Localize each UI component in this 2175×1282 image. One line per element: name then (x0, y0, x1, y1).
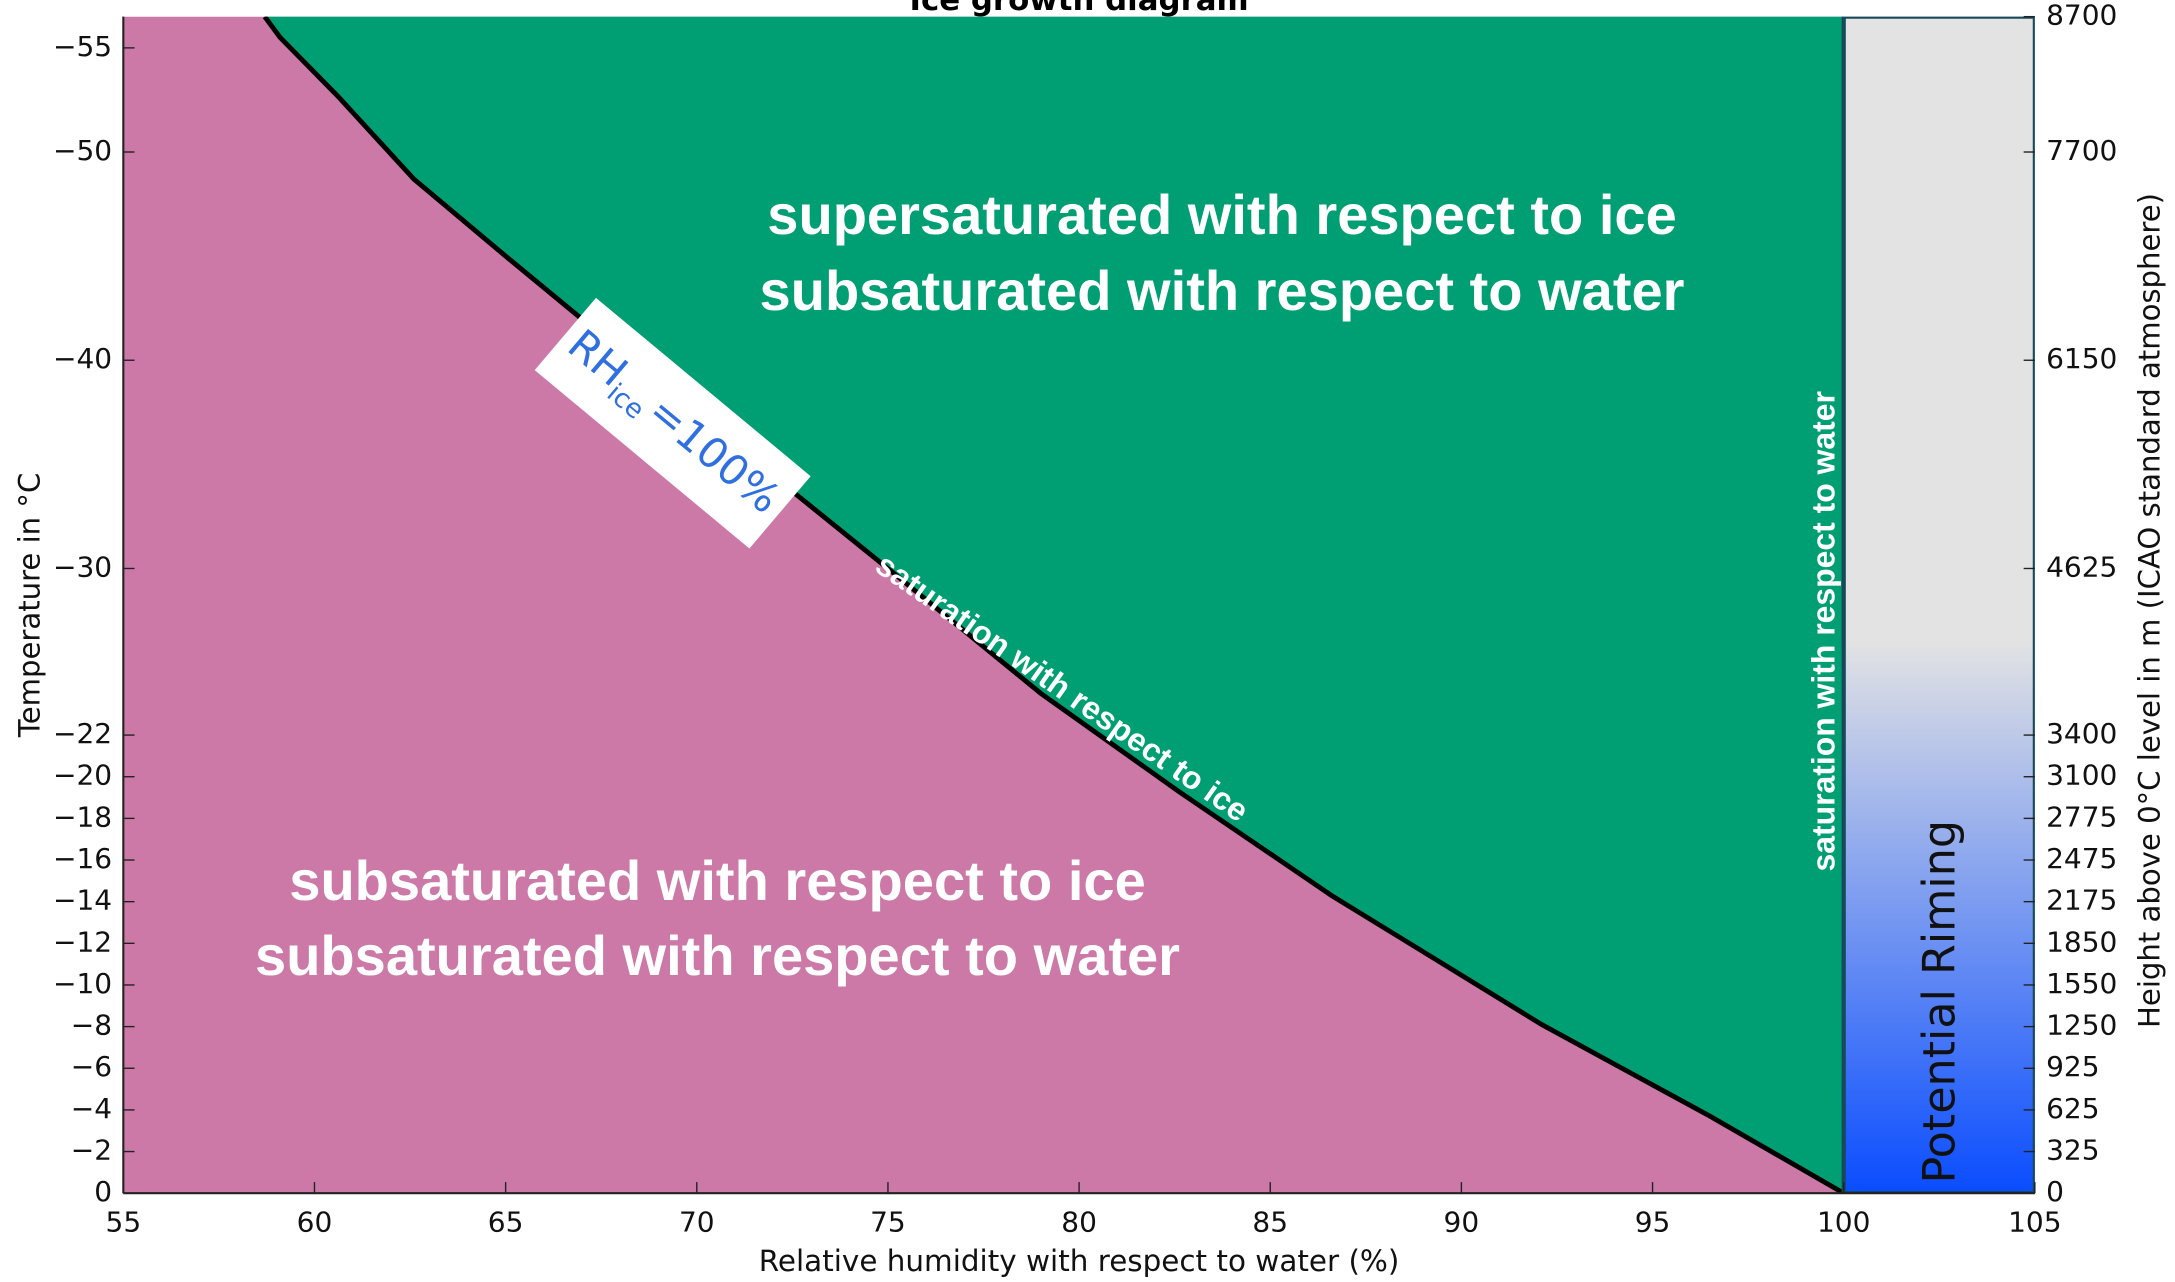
y2-tick-label: 625 (2046, 1092, 2099, 1125)
y2-tick-label: 6150 (2046, 342, 2117, 375)
riming-bar (1841, 16, 2035, 1194)
y2-tick-label: 1550 (2046, 967, 2117, 1000)
x-tick-label: 60 (297, 1206, 333, 1239)
y-tick-label: −22 (53, 717, 112, 750)
x-axis-label: Relative humidity with respect to water … (759, 1244, 1400, 1278)
x-tick-label: 80 (1061, 1206, 1097, 1239)
y-tick-label: −55 (53, 30, 112, 63)
y-tick-label: −2 (71, 1134, 112, 1167)
y-tick-label: −10 (53, 967, 112, 1000)
x-tick-label: 105 (2008, 1206, 2061, 1239)
region-label: subsaturated with respect to ice (289, 850, 1145, 912)
y2-tick-label: 1850 (2046, 925, 2117, 958)
y-tick-label: −20 (53, 759, 112, 792)
y-tick-label: −30 (53, 551, 112, 584)
y-tick-label: −4 (71, 1092, 112, 1125)
x-tick-label: 70 (679, 1206, 715, 1239)
x-tick-label: 85 (1252, 1206, 1288, 1239)
y-tick-label: −8 (71, 1009, 112, 1042)
region-label: supersaturated with respect to ice (767, 184, 1676, 246)
chart-title: Ice growth diagram (910, 0, 1249, 18)
riming-label: Potential Riming (1913, 820, 1965, 1184)
y-tick-label: −12 (53, 925, 112, 958)
y2-tick-label: 3400 (2046, 717, 2117, 750)
above-region (264, 16, 1844, 1194)
y-tick-label: −18 (53, 800, 112, 833)
x-tick-label: 75 (870, 1206, 906, 1239)
y2-tick-label: 4625 (2046, 551, 2117, 584)
y2-tick-label: 1250 (2046, 1009, 2117, 1042)
y-tick-label: 0 (94, 1175, 112, 1208)
y2-tick-label: 925 (2046, 1050, 2099, 1083)
region-label: subsaturated with respect to water (255, 925, 1180, 987)
y-tick-label: −14 (53, 884, 112, 917)
x-tick-label: 65 (488, 1206, 524, 1239)
y2-tick-label: 7700 (2046, 134, 2117, 167)
y2-tick-label: 3100 (2046, 759, 2117, 792)
y-tick-label: −40 (53, 342, 112, 375)
y2-tick-label: 8700 (2046, 0, 2117, 32)
plot-area (123, 16, 2035, 1194)
y-axis-label: Temperature in °C (12, 473, 46, 738)
y2-axis-label: Height above 0°C level in m (ICAO standa… (2133, 193, 2167, 1028)
region-label: subsaturated with respect to water (760, 260, 1685, 322)
y-tick-label: −16 (53, 842, 112, 875)
x-tick-label: 55 (105, 1206, 141, 1239)
rh-ice-curve (262, 16, 1845, 1194)
x-tick-label: 100 (1817, 1206, 1870, 1239)
y2-tick-label: 2475 (2046, 842, 2117, 875)
rh-label-box (534, 297, 811, 549)
y2-tick-label: 0 (2046, 1175, 2064, 1208)
y-tick-label: −6 (71, 1050, 112, 1083)
x-tick-label: 90 (1444, 1206, 1480, 1239)
y-tick-label: −50 (53, 134, 112, 167)
y2-tick-label: 2175 (2046, 884, 2117, 917)
y2-tick-label: 2775 (2046, 800, 2117, 833)
y2-tick-label: 325 (2046, 1134, 2099, 1167)
water-line-label: saturation with respect to water (1805, 391, 1841, 871)
x-tick-label: 95 (1635, 1206, 1671, 1239)
